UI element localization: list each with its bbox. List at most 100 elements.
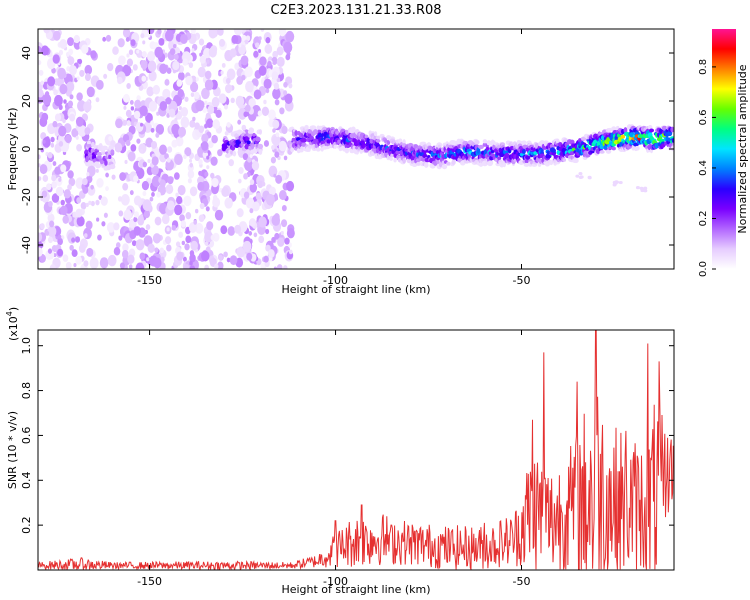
noise-cell (217, 149, 223, 157)
noise-cell (151, 192, 155, 197)
noise-cell (42, 136, 51, 148)
ridge-cell (441, 164, 448, 170)
noise-cell (224, 197, 233, 209)
noise-cell (127, 254, 135, 264)
noise-cell (174, 153, 183, 166)
noise-cell (280, 230, 284, 236)
noise-cell (142, 190, 147, 197)
noise-cell (201, 141, 209, 151)
ridge-cell (489, 160, 494, 165)
ridge-cell (521, 149, 526, 154)
noise-cell (164, 29, 174, 42)
noise-cell (38, 232, 43, 242)
noise-cell (169, 48, 176, 56)
noise-cell (237, 119, 242, 125)
noise-cell (129, 99, 134, 105)
noise-cell (231, 34, 239, 44)
ridge-cell (448, 153, 452, 159)
noise-cell (194, 91, 200, 100)
snr-series-line (38, 330, 674, 570)
noise-cell (228, 159, 234, 167)
noise-cell (287, 242, 292, 248)
noise-cell (39, 254, 46, 263)
ridge-cell (634, 145, 640, 151)
noise-cell (105, 34, 112, 42)
noise-cell (50, 136, 55, 143)
noise-cell (107, 254, 117, 267)
ridge-cell (402, 157, 406, 164)
spectrogram-panel: -150 -100 -50 -40 -20 0 20 40 Height of straig… (6, 28, 675, 296)
ridge-cell (497, 156, 502, 161)
noise-cell (84, 73, 91, 82)
noise-cell (180, 33, 188, 44)
noise-cell (122, 182, 129, 191)
noise-cell (258, 216, 267, 228)
noise-cell (106, 222, 116, 233)
noise-cell (38, 88, 44, 98)
noise-cell (212, 194, 218, 201)
noise-cell (52, 161, 57, 166)
noise-cell (259, 56, 267, 66)
noise-cell (194, 222, 204, 234)
noise-cell (263, 140, 270, 147)
noise-cell (226, 122, 231, 128)
noise-cell (189, 260, 193, 266)
noise-cell (57, 67, 67, 80)
noise-cell (283, 265, 288, 269)
noise-cell (118, 235, 123, 241)
noise-cell (152, 84, 161, 95)
noise-cell (47, 236, 54, 244)
noise-cell (85, 220, 93, 230)
noise-cell (207, 140, 214, 149)
noise-cell (43, 29, 51, 34)
noise-cell (264, 44, 273, 55)
ridge-cell (375, 138, 381, 143)
x-tick-label: -50 (513, 575, 531, 588)
noise-cell (241, 124, 247, 131)
noise-cell (283, 81, 288, 88)
colorbar-tick-label: 0.8 (698, 59, 709, 75)
noise-cell (119, 172, 127, 181)
noise-cell (190, 81, 199, 93)
noise-cell (126, 58, 134, 67)
noise-cell (38, 60, 42, 66)
noise-cell (236, 208, 244, 218)
noise-cell (206, 195, 210, 200)
noise-cell (155, 132, 160, 138)
noise-cell (171, 224, 177, 231)
noise-cell (185, 235, 192, 244)
noise-cell (75, 236, 81, 243)
noise-cell (206, 155, 210, 160)
snr-panel: -150 -100 -50 0.2 0.4 0.6 0.8 1.0 Height of st… (5, 307, 675, 596)
noise-cell (133, 211, 140, 218)
noise-cell (120, 194, 130, 206)
noise-cell (142, 40, 146, 45)
noise-cell (151, 156, 159, 166)
noise-cell (63, 189, 71, 199)
ridge-cell (551, 148, 557, 153)
snr-y-multiplier-exp: 4 (5, 311, 14, 316)
noise-cell (57, 237, 63, 246)
noise-cell (263, 78, 272, 90)
ridge-cell (309, 135, 314, 141)
noise-cell (130, 144, 137, 152)
noise-cell (195, 77, 199, 82)
noise-cell (206, 165, 210, 170)
noise-cell (272, 128, 276, 133)
noise-cell (211, 134, 218, 144)
noise-cell (258, 49, 262, 53)
noise-cell (207, 105, 215, 115)
noise-cell (125, 109, 132, 118)
ridge-cell (608, 127, 612, 132)
x-tick-label: -50 (513, 274, 531, 287)
noise-cell (179, 214, 185, 222)
y-tick-label: -20 (20, 188, 33, 206)
noise-cell (251, 160, 260, 171)
noise-cell (53, 253, 57, 258)
ridge-cell (423, 148, 427, 155)
trail-cell (635, 186, 640, 190)
noise-cell (204, 264, 209, 269)
noise-cell (204, 123, 208, 129)
noise-cell (166, 244, 172, 252)
